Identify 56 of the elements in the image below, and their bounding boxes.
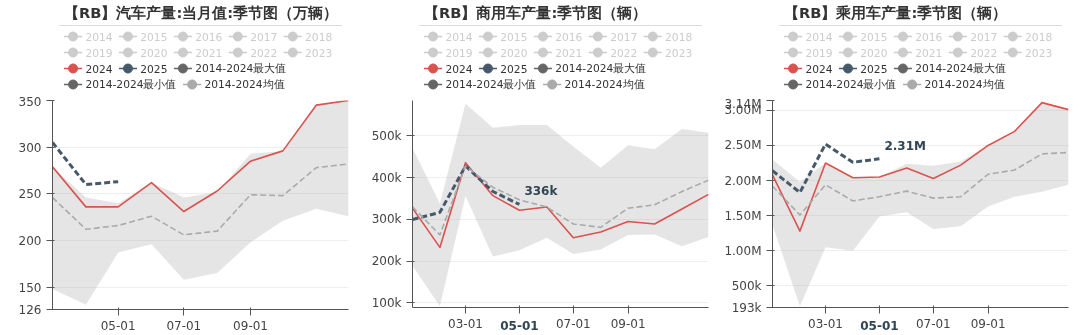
x-tick-label: 05-01 [500, 318, 539, 333]
x-tick-label: 05-01 [860, 318, 899, 333]
y-tick-label: 100k [371, 295, 402, 310]
y-tick-label: 1.00M [724, 243, 762, 258]
legend-label: 2025 [500, 62, 528, 76]
y-tick-label: 500k [731, 278, 762, 293]
line-series [52, 163, 349, 236]
x-tick-label: 09-01 [970, 316, 1006, 331]
y-tick-label: 2.50M [724, 138, 762, 153]
y-tick-label: 126 [18, 303, 42, 317]
y-tick-label: 400k [371, 170, 402, 185]
legend-label: 2014-2024均值 [924, 78, 1005, 91]
y-tick-label: 2.00M [724, 173, 762, 188]
line-series [412, 161, 709, 249]
legend-label: 2025 [860, 62, 888, 76]
chart-title: 【RB】商用车产量:季节图（辆） [424, 4, 648, 21]
legend-label: 2024 [805, 62, 833, 76]
chart-title: 【RB】汽车产量:当月值:季节图（万辆） [64, 4, 339, 21]
x-tick-label: 07-01 [915, 316, 951, 331]
legend-label: 2024 [445, 62, 473, 76]
x-tick-label: 09-01 [610, 316, 646, 331]
legend-label: 2014-2024最大值 [195, 62, 287, 75]
chart-title: 【RB】乘用车产量:季节图（辆） [784, 4, 1008, 21]
x-tick-label: 09-01 [233, 318, 268, 333]
annotation: 336k [524, 184, 559, 199]
legend-label: 2014-2024均值 [204, 78, 285, 91]
y-tick-label: 350 [18, 94, 42, 109]
line-series [772, 101, 1069, 232]
y-tick-label: 300 [18, 140, 42, 155]
legend-label: 2014-2024最大值 [555, 62, 647, 75]
y-tick-label: 193k [731, 300, 762, 315]
legend-label: 2014-2024最小值 [805, 78, 897, 91]
legend-label: 2014-2024最小值 [445, 78, 537, 91]
x-tick-label: 07-01 [555, 316, 591, 331]
x-tick-label: 05-01 [100, 318, 136, 333]
y-tick-label: 250 [18, 187, 42, 202]
line-series [772, 151, 1069, 216]
line-series [412, 164, 521, 221]
line-series [412, 165, 709, 236]
y-tick-label: 150 [18, 280, 42, 295]
legend-label: 2014-2024最小值 [85, 78, 177, 91]
y-tick-label: 1.50M [724, 208, 762, 223]
y-tick-label: 200 [18, 233, 42, 248]
y-tick-label: 200k [371, 254, 402, 269]
legend-label: 2025 [140, 62, 168, 76]
legend-label: 2014-2024均值 [564, 78, 645, 91]
x-tick-label: 03-01 [448, 316, 483, 331]
x-tick-label: 07-01 [166, 318, 202, 333]
legend-label: 2024 [85, 62, 113, 76]
line-series [52, 100, 349, 213]
y-tick-label: 300k [371, 212, 402, 227]
y-tick-label: 500k [371, 128, 402, 143]
legend-label: 2014-2024最大值 [915, 62, 1007, 75]
x-tick-label: 03-01 [808, 316, 843, 331]
annotation: 2.31M [884, 138, 926, 153]
line-series [772, 142, 881, 195]
